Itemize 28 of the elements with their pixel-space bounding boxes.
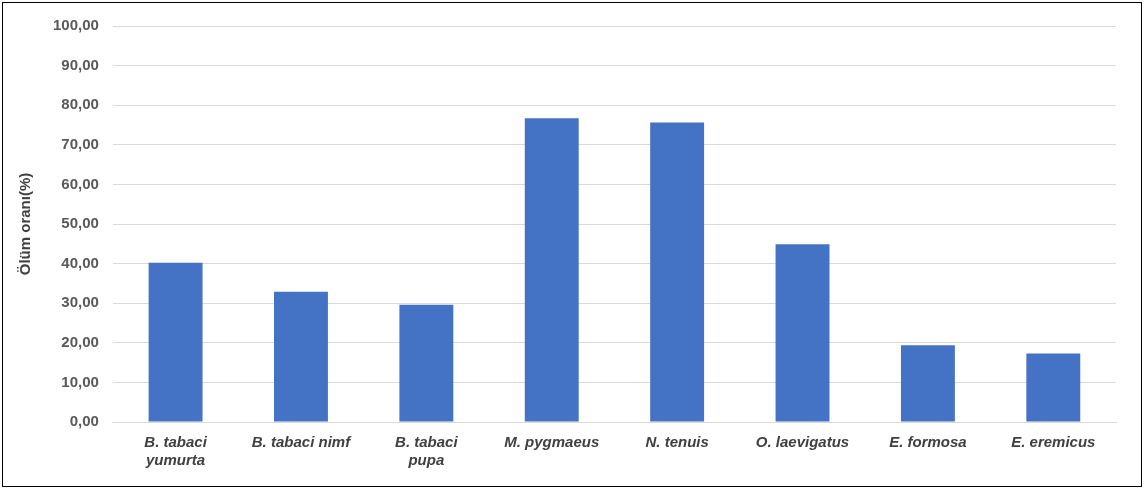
bar: [148, 262, 203, 422]
x-tick-label: B. tabaci nimf: [251, 433, 353, 451]
y-axis-title: Ölüm oranı(%): [16, 172, 34, 276]
bar: [650, 122, 705, 422]
y-tick-label: 90,00: [61, 55, 99, 73]
bar: [900, 345, 955, 422]
bar: [524, 118, 579, 422]
x-tick-label: N. tenuis: [645, 433, 709, 451]
x-tick-label: O. laevigatus: [755, 433, 850, 451]
y-tick-label: 10,00: [61, 372, 99, 390]
y-tick-label: 0,00: [69, 412, 99, 430]
y-tick-label: 100,00: [52, 16, 99, 34]
y-tick-label: 20,00: [61, 332, 99, 350]
y-tick-label: 30,00: [61, 293, 99, 311]
y-tick-label: 70,00: [61, 134, 99, 152]
y-tick-label: 40,00: [61, 253, 99, 271]
x-tick-label: B. tabaci pupa: [395, 433, 459, 469]
bar: [1026, 353, 1081, 422]
bar: [399, 304, 454, 422]
bar: [274, 291, 328, 422]
y-tick-label: 60,00: [61, 174, 99, 192]
x-tick-label: E. eremicus: [1011, 433, 1096, 451]
x-tick-label: B. tabaci yumurta: [144, 433, 208, 469]
bar: [775, 244, 830, 422]
x-tick-label: E. formosa: [889, 433, 967, 451]
y-tick-label: 80,00: [61, 95, 99, 113]
y-tick-label: 50,00: [61, 214, 99, 232]
x-tick-label: M. pygmaeus: [504, 433, 600, 451]
